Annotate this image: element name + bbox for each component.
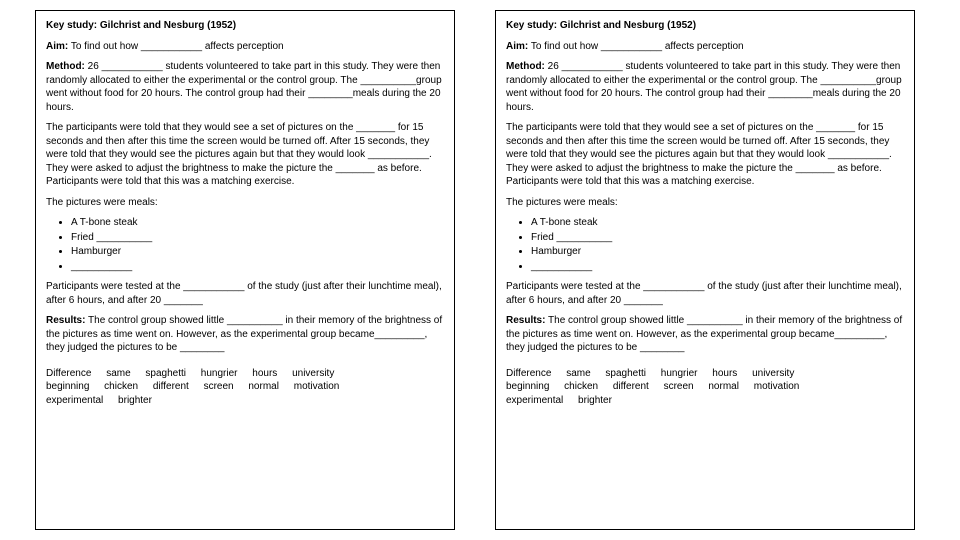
method-label: Method: [46,61,85,72]
word: hungrier [661,367,698,381]
word: experimental [46,394,103,408]
word: brighter [118,394,152,408]
meal-list: A T-bone steak Fried __________ Hamburge… [46,216,444,273]
word: motivation [754,380,800,394]
word: beginning [46,380,89,394]
results-text: The control group showed little ________… [506,315,902,353]
word: normal [708,380,739,394]
pics-intro: The pictures were meals: [506,196,904,210]
method-label: Method: [506,61,545,72]
word: hungrier [201,367,238,381]
word: same [106,367,130,381]
aim-text: To find out how ___________ affects perc… [528,41,743,52]
para-procedure: The participants were told that they wou… [46,121,444,189]
results-label: Results: [46,315,85,326]
list-item: A T-bone steak [531,216,904,230]
list-item: Hamburger [531,245,904,259]
word: motivation [294,380,340,394]
word: screen [204,380,234,394]
list-item: ___________ [71,260,444,274]
word: spaghetti [145,367,186,381]
list-item: Fried __________ [71,231,444,245]
study-panel-right: Key study: Gilchrist and Nesburg (1952) … [495,10,915,530]
word: normal [248,380,279,394]
title: Key study: Gilchrist and Nesburg (1952) [506,20,696,31]
word: same [566,367,590,381]
para-procedure: The participants were told that they wou… [506,121,904,189]
word: chicken [564,380,598,394]
word: hours [252,367,277,381]
aim-label: Aim: [46,41,68,52]
title: Key study: Gilchrist and Nesburg (1952) [46,20,236,31]
word: Difference [506,367,551,381]
word: spaghetti [605,367,646,381]
aim-label: Aim: [506,41,528,52]
meal-list: A T-bone steak Fried __________ Hamburge… [506,216,904,273]
list-item: A T-bone steak [71,216,444,230]
word: experimental [506,394,563,408]
list-item: ___________ [531,260,904,274]
results-label: Results: [506,315,545,326]
para-tested: Participants were tested at the ________… [46,280,444,307]
word: hours [712,367,737,381]
method-text: 26 ___________ students volunteered to t… [46,61,442,113]
results-text: The control group showed little ________… [46,315,442,353]
word: different [613,380,649,394]
pics-intro: The pictures were meals: [46,196,444,210]
word: university [752,367,794,381]
aim-text: To find out how ___________ affects perc… [68,41,283,52]
method-text: 26 ___________ students volunteered to t… [506,61,902,113]
word: chicken [104,380,138,394]
word-bank: Difference same spaghetti hungrier hours… [46,367,444,408]
list-item: Hamburger [71,245,444,259]
list-item: Fried __________ [531,231,904,245]
study-panel-left: Key study: Gilchrist and Nesburg (1952) … [35,10,455,530]
word: screen [664,380,694,394]
word: beginning [506,380,549,394]
word: Difference [46,367,91,381]
word-bank: Difference same spaghetti hungrier hours… [506,367,904,408]
word: university [292,367,334,381]
word: different [153,380,189,394]
para-tested: Participants were tested at the ________… [506,280,904,307]
word: brighter [578,394,612,408]
